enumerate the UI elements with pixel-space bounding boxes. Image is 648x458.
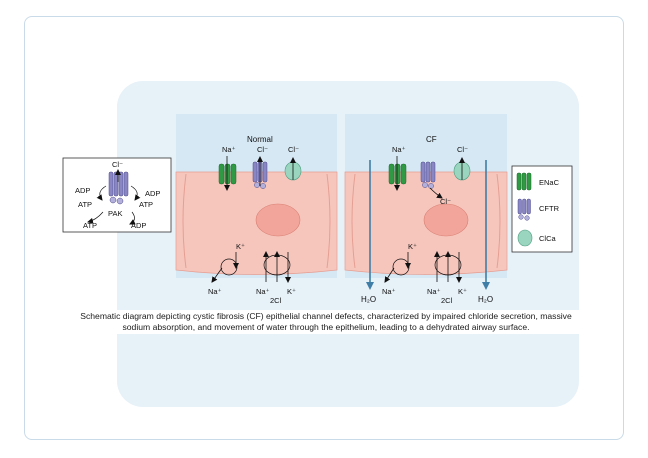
normal-na-basal: Na⁺ (208, 287, 222, 296)
normal-na-top: Na⁺ (222, 145, 236, 154)
cf-water-right: H₂O (478, 295, 493, 304)
cf-water-left: H₂O (361, 295, 376, 304)
box-adp-left: ADP (75, 186, 90, 195)
normal-na-bottom: Na⁺ (256, 287, 270, 296)
legend-cftr-label: CFTR (539, 204, 560, 213)
normal-cftr-icon (252, 161, 268, 189)
legend-enac-label: ENaC (539, 178, 560, 187)
box-atp-bottom: ATP (83, 221, 97, 230)
box-atp-left: ATP (78, 200, 92, 209)
normal-title: Normal (247, 135, 273, 144)
cf-epithelium: CF H₂O H₂O Na⁺ Cl⁻ Cl⁻ K⁺ Na⁺ (344, 114, 508, 305)
normal-k-basal: K⁺ (236, 242, 245, 251)
box-atp-right: ATP (139, 200, 153, 209)
cf-nucleus (423, 203, 469, 237)
legend-cftr-icon (517, 198, 531, 221)
cf-na-bottom: Na⁺ (427, 287, 441, 296)
box-pak-label: PAK (108, 209, 122, 218)
cf-enac-icon (388, 163, 407, 185)
normal-nucleus (255, 203, 301, 237)
cf-cl-bottom: 2Cl (441, 296, 453, 305)
normal-cl-top-1: Cl⁻ (257, 145, 268, 154)
legend-clca-icon (517, 229, 533, 247)
box-adp-bottom: ADP (131, 221, 146, 230)
cf-na-basal: Na⁺ (382, 287, 396, 296)
box-adp-right: ADP (145, 189, 160, 198)
figure-caption: Schematic diagram depicting cystic fibro… (66, 310, 586, 334)
legend-clca-label: ClCa (539, 234, 556, 243)
cf-cl-top: Cl⁻ (457, 145, 468, 154)
cf-k-bottom: K⁺ (458, 287, 467, 296)
legend-enac-icon (516, 172, 532, 191)
cf-k-basal: K⁺ (408, 242, 417, 251)
legend: ENaC CFTR ClCa (511, 165, 573, 253)
cf-na-top: Na⁺ (392, 145, 406, 154)
cftr-regulation-box: Cl⁻ ADP ADP ATP ATP PAK ATP ADP (62, 157, 172, 233)
normal-k-bottom: K⁺ (287, 287, 296, 296)
box-cl-label: Cl⁻ (112, 160, 123, 169)
cftr-channel-icon (108, 171, 129, 205)
normal-epithelium: Normal Na⁺ Cl⁻ Cl⁻ K⁺ Na⁺ Na⁺ 2 (175, 114, 338, 305)
normal-enac-icon (218, 163, 237, 185)
normal-cl-bottom: 2Cl (270, 296, 282, 305)
cf-cftr-icon (420, 161, 436, 189)
cf-title: CF (426, 135, 437, 144)
cf-cl-inside: Cl⁻ (440, 197, 451, 206)
normal-cl-top-2: Cl⁻ (288, 145, 299, 154)
